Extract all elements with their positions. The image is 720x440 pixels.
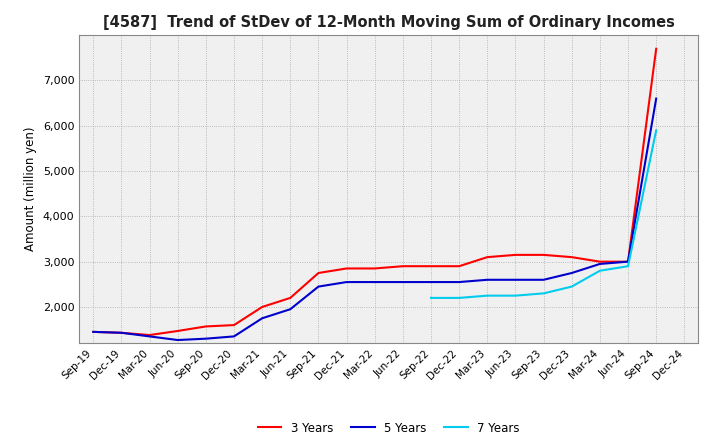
3 Years — [455, 264, 464, 269]
5 Years — [399, 279, 408, 285]
7 Years — [595, 268, 604, 273]
5 Years — [567, 270, 576, 275]
5 Years — [595, 261, 604, 267]
7 Years — [624, 264, 632, 269]
5 Years — [370, 279, 379, 285]
3 Years — [202, 324, 210, 329]
3 Years — [89, 329, 98, 334]
3 Years — [258, 304, 266, 310]
5 Years — [258, 315, 266, 321]
7 Years — [567, 284, 576, 289]
5 Years — [89, 329, 98, 334]
3 Years — [117, 330, 126, 335]
3 Years — [567, 254, 576, 260]
5 Years — [455, 279, 464, 285]
5 Years — [624, 259, 632, 264]
5 Years — [342, 279, 351, 285]
5 Years — [511, 277, 520, 282]
5 Years — [427, 279, 436, 285]
7 Years — [483, 293, 492, 298]
Title: [4587]  Trend of StDev of 12-Month Moving Sum of Ordinary Incomes: [4587] Trend of StDev of 12-Month Moving… — [103, 15, 675, 30]
5 Years — [539, 277, 548, 282]
7 Years — [539, 291, 548, 296]
5 Years — [202, 336, 210, 341]
Legend: 3 Years, 5 Years, 7 Years: 3 Years, 5 Years, 7 Years — [253, 417, 524, 439]
3 Years — [483, 254, 492, 260]
3 Years — [174, 328, 182, 334]
Line: 3 Years: 3 Years — [94, 49, 656, 335]
5 Years — [314, 284, 323, 289]
3 Years — [427, 264, 436, 269]
5 Years — [145, 334, 154, 339]
5 Years — [483, 277, 492, 282]
3 Years — [539, 252, 548, 257]
Line: 5 Years: 5 Years — [94, 99, 656, 340]
7 Years — [652, 128, 660, 133]
3 Years — [624, 259, 632, 264]
5 Years — [286, 307, 294, 312]
3 Years — [314, 270, 323, 275]
3 Years — [145, 332, 154, 337]
7 Years — [455, 295, 464, 301]
5 Years — [117, 330, 126, 335]
3 Years — [342, 266, 351, 271]
5 Years — [652, 96, 660, 101]
3 Years — [595, 259, 604, 264]
3 Years — [286, 295, 294, 301]
3 Years — [652, 46, 660, 51]
3 Years — [511, 252, 520, 257]
3 Years — [230, 323, 238, 328]
7 Years — [427, 295, 436, 301]
Y-axis label: Amount (million yen): Amount (million yen) — [24, 127, 37, 251]
7 Years — [511, 293, 520, 298]
5 Years — [230, 334, 238, 339]
3 Years — [370, 266, 379, 271]
3 Years — [399, 264, 408, 269]
Line: 7 Years: 7 Years — [431, 130, 656, 298]
5 Years — [174, 337, 182, 343]
